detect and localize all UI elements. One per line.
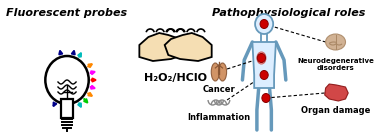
Text: Inflammation: Inflammation	[187, 113, 251, 122]
Circle shape	[257, 53, 265, 63]
Text: Pathophysiological roles: Pathophysiological roles	[212, 8, 365, 18]
Circle shape	[262, 94, 270, 103]
Text: H₂O₂/HClO: H₂O₂/HClO	[144, 73, 207, 83]
Circle shape	[260, 19, 268, 29]
Polygon shape	[253, 42, 276, 88]
Text: Neurodegenerative
disorders: Neurodegenerative disorders	[297, 58, 374, 71]
Circle shape	[255, 14, 273, 34]
Text: Fluorescent probes: Fluorescent probes	[6, 8, 128, 18]
Polygon shape	[325, 84, 348, 101]
Polygon shape	[139, 33, 186, 61]
Ellipse shape	[218, 63, 226, 81]
Ellipse shape	[211, 63, 219, 81]
Circle shape	[260, 70, 268, 80]
Ellipse shape	[257, 52, 266, 64]
FancyBboxPatch shape	[61, 99, 73, 118]
Polygon shape	[165, 33, 212, 61]
Text: Organ damage: Organ damage	[301, 106, 370, 115]
Circle shape	[45, 56, 89, 104]
Text: Cancer: Cancer	[203, 85, 235, 94]
Ellipse shape	[325, 34, 345, 50]
